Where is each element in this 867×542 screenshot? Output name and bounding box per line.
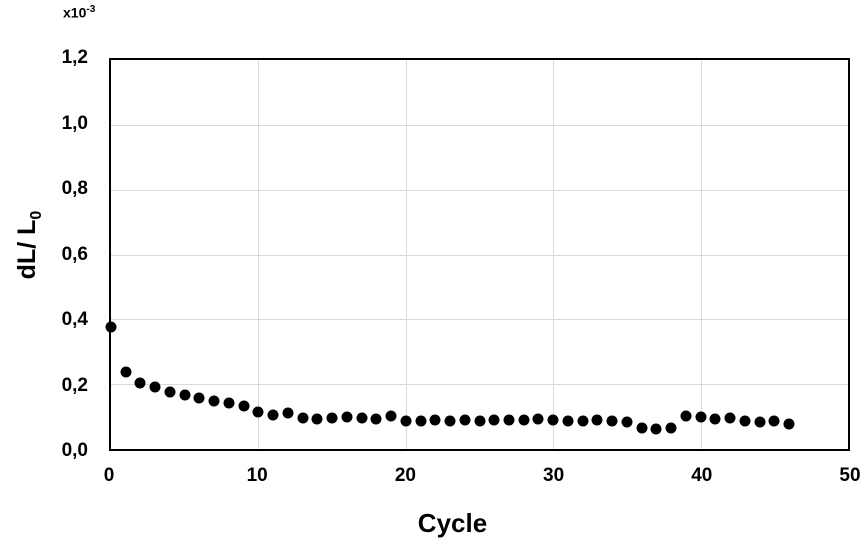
data-point: [459, 414, 471, 426]
data-point: [709, 413, 721, 425]
data-point: [193, 392, 205, 404]
y-tick-label: 1,2: [61, 47, 88, 68]
y-tick-label: 0,4: [61, 309, 88, 330]
data-point: [695, 411, 707, 423]
data-point: [252, 406, 264, 418]
data-point: [768, 415, 780, 427]
x-axis-tick-labels: 0 10 20 30 40 50: [0, 464, 867, 490]
data-point: [297, 412, 309, 424]
plot-area: [105, 58, 850, 451]
data-point: [238, 400, 250, 412]
data-point: [311, 413, 323, 425]
data-point: [724, 412, 736, 424]
data-point: [134, 377, 146, 389]
y-tick-label: 0,8: [61, 178, 88, 199]
data-point: [400, 415, 412, 427]
data-point: [591, 414, 603, 426]
data-point: [621, 416, 633, 428]
data-point: [149, 381, 161, 393]
data-point: [562, 415, 574, 427]
y-axis-tick-labels: 0,0 0,2 0,4 0,6 0,8 1,0 1,2: [0, 0, 109, 542]
data-point: [282, 407, 294, 419]
data-point: [415, 415, 427, 427]
data-point: [783, 418, 795, 430]
horizontal-gridline: [111, 319, 848, 321]
data-point: [326, 412, 338, 424]
data-point: [385, 410, 397, 422]
data-point: [223, 397, 235, 409]
data-point: [164, 386, 176, 398]
data-point: [636, 422, 648, 434]
x-tick-label: 30: [543, 465, 565, 486]
data-point: [267, 409, 279, 421]
data-point: [650, 423, 662, 435]
data-point: [341, 411, 353, 423]
data-point: [208, 395, 220, 407]
data-point: [754, 416, 766, 428]
data-point: [532, 413, 544, 425]
x-tick-label: 50: [839, 465, 861, 486]
y-tick-label: 0,2: [61, 374, 88, 396]
data-point: [356, 412, 368, 424]
data-point: [444, 415, 456, 427]
x-tick-label: 10: [246, 465, 268, 486]
data-point: [474, 415, 485, 427]
data-point: [429, 414, 441, 426]
data-point: [680, 410, 692, 422]
x-axis-title: Cycle: [417, 508, 488, 538]
scale-note-base: x10: [63, 4, 87, 21]
data-point: [518, 414, 530, 426]
y-axis-scale-note: x10-3: [63, 1, 95, 22]
scale-note-exponent: -3: [86, 4, 96, 15]
x-tick-label: 40: [691, 465, 713, 486]
data-point: [739, 415, 751, 427]
data-point: [370, 413, 382, 425]
data-point: [577, 415, 589, 427]
data-point: [488, 414, 500, 426]
horizontal-gridline: [111, 124, 848, 126]
horizontal-gridline: [111, 384, 848, 386]
x-tick-label: 20: [394, 465, 416, 486]
data-point: [606, 415, 618, 427]
data-point: [120, 366, 132, 378]
data-point: [665, 422, 677, 434]
horizontal-gridline: [111, 189, 848, 191]
y-tick-label: 0,0: [61, 440, 88, 461]
data-point: [547, 414, 559, 426]
data-point: [503, 414, 515, 426]
y-tick-label: 0,6: [61, 243, 88, 265]
x-tick-label: 0: [103, 465, 115, 486]
y-tick-label: 1,0: [61, 112, 88, 134]
horizontal-gridline: [111, 254, 848, 256]
data-point: [105, 321, 117, 333]
data-point: [179, 389, 191, 401]
